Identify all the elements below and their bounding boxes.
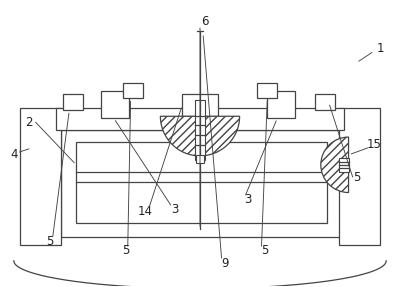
Text: 4: 4 (10, 148, 18, 161)
Text: 3: 3 (172, 203, 179, 216)
Bar (61, 130, 342, 237)
Text: 6: 6 (201, 15, 209, 28)
Text: 5: 5 (353, 171, 360, 184)
Bar (76, 142, 327, 223)
Text: 5: 5 (46, 234, 53, 248)
Text: 3: 3 (244, 193, 251, 206)
Text: 2: 2 (25, 116, 32, 129)
Bar (315, 94, 335, 110)
Bar (101, 90, 129, 118)
Bar (20, 108, 61, 245)
Bar (267, 90, 295, 118)
Text: 14: 14 (138, 205, 153, 218)
Bar (258, 83, 277, 98)
Bar (339, 108, 380, 245)
Bar (123, 83, 142, 98)
Text: 15: 15 (367, 139, 382, 152)
Text: 1: 1 (376, 42, 384, 55)
Bar (56, 108, 344, 130)
Text: 5: 5 (261, 245, 268, 257)
Wedge shape (160, 116, 240, 156)
Bar (195, 100, 205, 160)
Bar (63, 94, 83, 110)
Text: 9: 9 (221, 257, 228, 270)
Bar (339, 158, 348, 172)
Bar (182, 94, 218, 116)
Wedge shape (321, 137, 348, 193)
Text: 5: 5 (122, 245, 130, 257)
Bar (196, 155, 204, 163)
